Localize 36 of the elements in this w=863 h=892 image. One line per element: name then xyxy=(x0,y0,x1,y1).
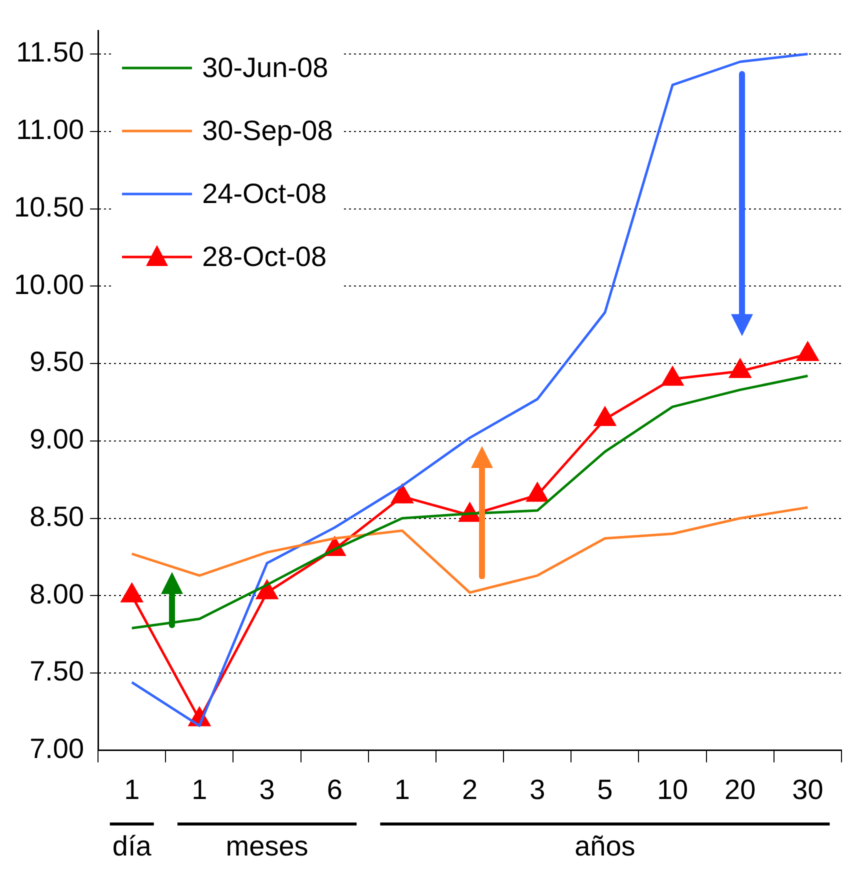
y-tick-label: 7.00 xyxy=(30,733,84,764)
y-tick-label: 11.00 xyxy=(16,114,84,146)
legend-label: 30-Jun-08 xyxy=(202,52,328,84)
x-tick-label: 1 xyxy=(394,774,410,805)
point xyxy=(121,583,143,602)
x-tick-label: 3 xyxy=(259,774,275,805)
x-tick-label: 30 xyxy=(792,774,824,805)
point xyxy=(662,366,684,386)
text: meses xyxy=(226,830,308,862)
y-tick-label: 10.50 xyxy=(14,191,84,222)
x-tick-label: 6 xyxy=(326,774,342,805)
y-tick-label: 8.00 xyxy=(30,578,84,610)
x-tick-label: 10 xyxy=(656,774,688,805)
point xyxy=(796,342,818,361)
point xyxy=(526,482,548,502)
x-tick-label: 3 xyxy=(530,774,546,805)
x-tick-label: 1 xyxy=(192,774,208,805)
legend-label: 30-Sep-08 xyxy=(202,115,333,148)
x-tick-label: 5 xyxy=(597,774,613,805)
text: día xyxy=(112,830,152,862)
y-tick-label: 9.50 xyxy=(30,346,84,378)
legend-label: 24-Oct-08 xyxy=(202,178,327,210)
y-tick-label: 10.00 xyxy=(14,268,84,300)
point xyxy=(594,406,616,426)
legend-label: 28-Oct-08 xyxy=(202,241,327,274)
y-tick-label: 7.50 xyxy=(30,656,84,687)
point xyxy=(729,359,751,378)
y-tick-label: 11.50 xyxy=(16,36,84,68)
text: años xyxy=(574,830,636,862)
x-tick-label: 2 xyxy=(462,774,478,805)
x-tick-label: 1 xyxy=(124,774,140,805)
y-tick-label: 8.50 xyxy=(30,500,84,532)
point xyxy=(391,484,413,504)
point xyxy=(256,580,278,600)
y-tick-label: 9.00 xyxy=(30,424,84,455)
x-tick-label: 20 xyxy=(724,774,756,805)
